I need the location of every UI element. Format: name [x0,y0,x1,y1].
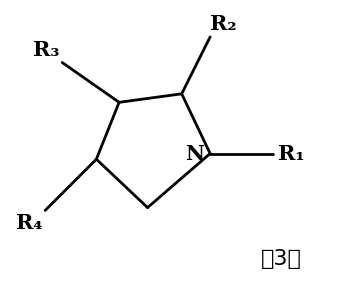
Text: N: N [185,144,205,164]
Text: R₁: R₁ [278,144,305,164]
Text: R₂: R₂ [210,14,237,34]
Text: R₄: R₄ [16,213,42,233]
Text: （3）: （3） [261,249,302,269]
Text: R₃: R₃ [33,40,59,60]
